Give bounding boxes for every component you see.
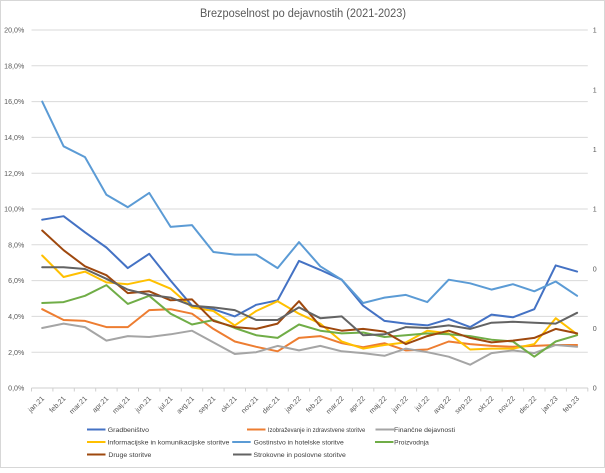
svg-text:4,0%: 4,0%: [8, 313, 25, 321]
svg-text:18,0%: 18,0%: [4, 62, 25, 70]
svg-text:0: 0: [593, 385, 597, 393]
svg-text:1: 1: [593, 86, 597, 94]
svg-text:2,0%: 2,0%: [8, 349, 25, 357]
svg-text:Finančne dejavnosti: Finančne dejavnosti: [394, 427, 456, 434]
svg-text:6,0%: 6,0%: [8, 277, 25, 285]
svg-text:1: 1: [593, 27, 597, 35]
svg-text:20,0%: 20,0%: [4, 27, 25, 35]
svg-text:Brezposelnost po dejavnostih (: Brezposelnost po dejavnostih (2021-2023): [200, 8, 406, 20]
svg-text:Gostinstvo in hotelske storitv: Gostinstvo in hotelske storitve: [254, 439, 344, 446]
svg-text:10,0%: 10,0%: [4, 206, 25, 214]
svg-text:8,0%: 8,0%: [8, 241, 25, 249]
svg-text:0: 0: [593, 265, 597, 273]
svg-text:Informacijske in komunikacijsk: Informacijske in komunikacijske storitve: [108, 439, 230, 446]
svg-text:14,0%: 14,0%: [4, 134, 25, 142]
svg-text:Gradbeništvo: Gradbeništvo: [108, 427, 150, 434]
svg-text:Druge storitve: Druge storitve: [108, 452, 151, 459]
svg-text:Izobraževanje in zdravstvene s: Izobraževanje in zdravstvene storitve: [268, 427, 366, 434]
svg-text:0: 0: [593, 325, 597, 333]
svg-text:Strokovne in poslovne storitve: Strokovne in poslovne storitve: [254, 452, 347, 459]
svg-text:1: 1: [593, 206, 597, 214]
svg-text:12,0%: 12,0%: [4, 170, 25, 178]
svg-text:1: 1: [593, 146, 597, 154]
svg-text:Proizvodnja: Proizvodnja: [394, 439, 429, 446]
svg-text:0,0%: 0,0%: [8, 385, 25, 393]
svg-text:16,0%: 16,0%: [4, 98, 25, 106]
